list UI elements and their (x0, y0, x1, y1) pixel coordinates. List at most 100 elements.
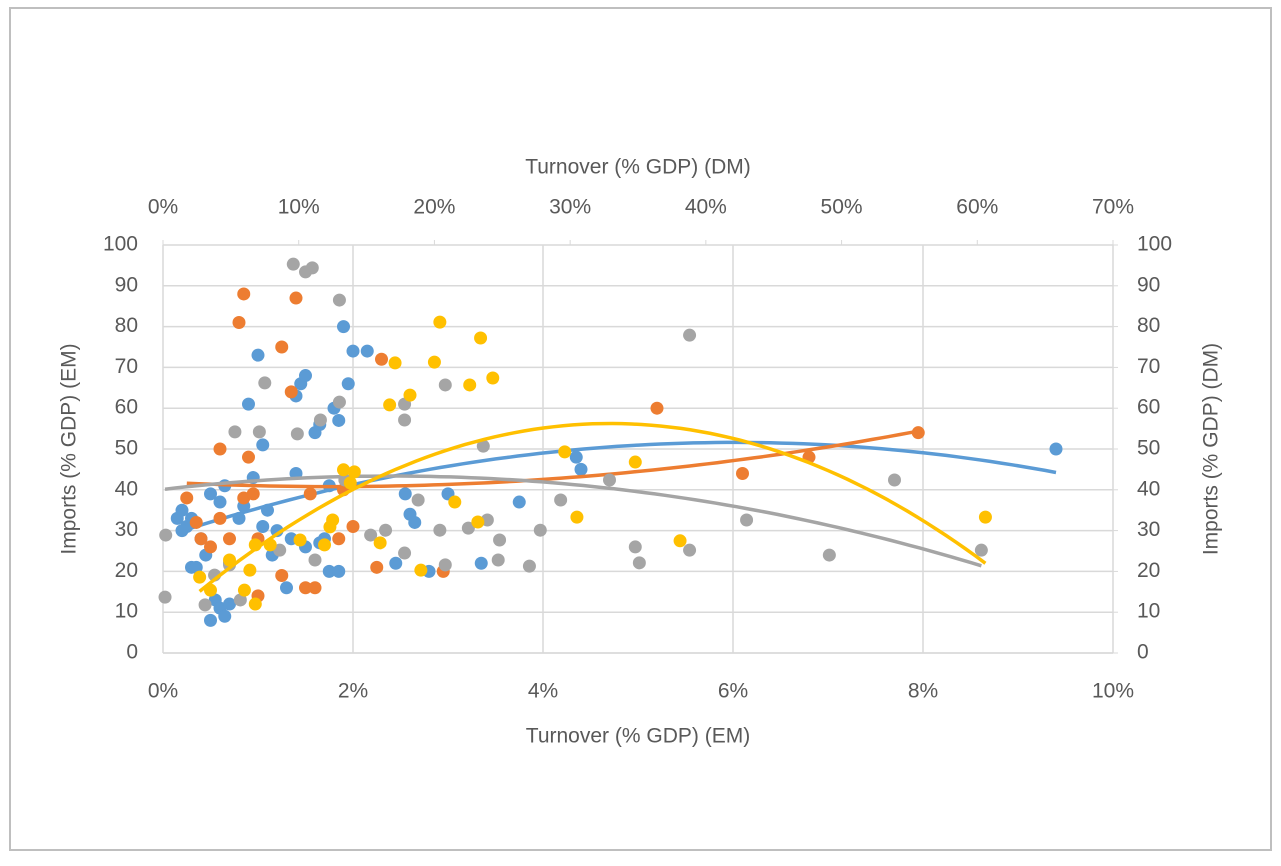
trendline (164, 474, 982, 568)
x-tick-label: 0% (148, 680, 178, 703)
point (373, 536, 387, 550)
point (673, 534, 687, 548)
point (408, 515, 422, 529)
x-axis-title: Turnover (% GDP) (EM) (526, 725, 750, 748)
y-tick-label: 50 (115, 437, 138, 460)
y-tick-label: 40 (115, 477, 138, 500)
point (198, 598, 212, 612)
point (569, 450, 583, 464)
point (213, 442, 227, 456)
point (256, 520, 270, 534)
point (193, 570, 207, 584)
point (284, 385, 298, 399)
point (248, 538, 262, 552)
point (289, 291, 303, 305)
point (574, 462, 588, 476)
x-tick-label: 10% (1092, 680, 1134, 703)
point (370, 560, 384, 574)
point (438, 378, 452, 392)
point (379, 523, 393, 537)
point (736, 466, 749, 480)
point (332, 413, 346, 427)
point (398, 413, 412, 427)
point (346, 520, 360, 534)
point (273, 543, 287, 557)
point (318, 538, 331, 552)
point (522, 559, 536, 573)
point (558, 445, 572, 459)
point (252, 425, 266, 439)
x2-tick-label: 30% (549, 196, 591, 219)
point (204, 487, 217, 501)
point (237, 583, 251, 597)
point (242, 397, 255, 411)
y-axis-title: Imports (% GDP) (EM) (58, 343, 81, 554)
point (189, 515, 203, 529)
point (237, 287, 251, 301)
point (332, 532, 346, 546)
x2-axis-title: Turnover (% GDP) (DM) (525, 156, 751, 179)
point (308, 553, 322, 567)
point (223, 532, 236, 546)
y-tick-label: 30 (115, 518, 138, 541)
point (1049, 442, 1063, 456)
point (175, 524, 189, 538)
y2-tick-label: 50 (1137, 437, 1160, 460)
point (554, 493, 568, 507)
point (476, 439, 490, 453)
point (343, 476, 357, 490)
point (189, 560, 203, 574)
point (347, 465, 361, 479)
point (683, 328, 697, 342)
point (256, 438, 270, 452)
point (332, 395, 346, 409)
y-tick-label: 90 (115, 273, 138, 296)
point (293, 533, 307, 547)
point (388, 356, 402, 370)
point (427, 355, 441, 369)
point (438, 558, 452, 572)
point (194, 532, 208, 546)
y2-tick-label: 100 (1137, 233, 1172, 256)
point (433, 523, 447, 537)
point (888, 473, 901, 487)
point (978, 510, 992, 524)
x2-tick-label: 0% (148, 196, 178, 219)
point (491, 553, 505, 567)
y2-tick-label: 40 (1137, 477, 1160, 500)
point (180, 491, 194, 505)
point (204, 583, 217, 597)
point (223, 553, 236, 567)
point (628, 540, 642, 554)
y2-tick-label: 0 (1137, 641, 1149, 664)
y-tick-label: 10 (115, 600, 138, 623)
point (533, 523, 547, 537)
point (246, 487, 260, 501)
y2-tick-label: 20 (1137, 559, 1160, 582)
point (322, 564, 336, 578)
y2-axis-title: Imports (% GDP) (DM) (1200, 343, 1223, 555)
point (286, 257, 300, 271)
point (251, 348, 265, 362)
point (175, 503, 189, 517)
point (305, 261, 319, 275)
trendline (198, 421, 987, 593)
point (364, 528, 378, 542)
point (218, 609, 232, 623)
point (159, 528, 173, 542)
point (632, 556, 646, 570)
y2-tick-label: 90 (1137, 273, 1160, 296)
point (740, 513, 754, 527)
point (258, 376, 272, 390)
point (290, 427, 304, 441)
point (346, 344, 360, 358)
point (493, 533, 507, 547)
point (628, 455, 642, 469)
point (261, 503, 274, 517)
point (433, 315, 447, 329)
x2-tick-label: 20% (413, 196, 455, 219)
point (326, 513, 340, 527)
y2-tick-label: 80 (1137, 314, 1160, 337)
